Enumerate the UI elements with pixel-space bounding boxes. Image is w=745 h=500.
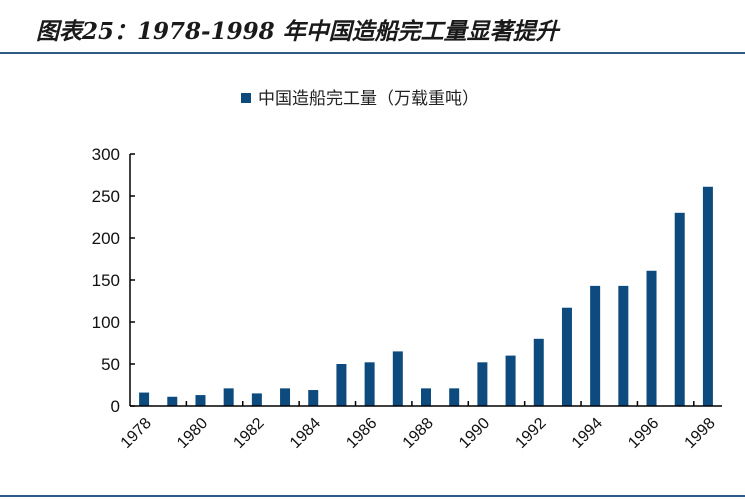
title-divider bbox=[0, 52, 745, 54]
x-tick-label: 1998 bbox=[682, 415, 719, 452]
y-tick-label: 0 bbox=[111, 397, 120, 416]
bar-1998 bbox=[702, 186, 713, 406]
x-tick-label: 1988 bbox=[400, 415, 437, 452]
bar-1993 bbox=[561, 307, 572, 406]
y-tick-label: 200 bbox=[92, 229, 120, 248]
bar-1990 bbox=[477, 362, 488, 406]
bar-1992 bbox=[533, 338, 544, 406]
y-tick-label: 100 bbox=[92, 313, 120, 332]
bar-1996 bbox=[646, 270, 657, 406]
bar-1980 bbox=[195, 395, 206, 406]
bar-1988 bbox=[421, 388, 431, 406]
bar-1979 bbox=[167, 396, 178, 406]
y-tick-label: 50 bbox=[101, 355, 120, 374]
x-tick-label: 1986 bbox=[343, 415, 380, 452]
x-tick-label: 1992 bbox=[512, 415, 549, 452]
bar-1982 bbox=[251, 393, 262, 406]
x-tick-label: 1984 bbox=[287, 415, 324, 452]
y-tick-label: 300 bbox=[92, 145, 120, 164]
y-tick-label: 250 bbox=[92, 187, 120, 206]
y-tick-label: 150 bbox=[92, 271, 120, 290]
x-tick-label: 1980 bbox=[174, 415, 211, 452]
x-tick-label: 1978 bbox=[118, 415, 155, 452]
bottom-divider bbox=[0, 495, 745, 497]
x-tick-label: 1994 bbox=[569, 415, 606, 452]
bar-1985 bbox=[336, 364, 347, 406]
x-tick-label: 1996 bbox=[625, 415, 662, 452]
bar-1981 bbox=[223, 388, 234, 406]
bar-1989 bbox=[449, 388, 460, 406]
bar-1997 bbox=[674, 212, 685, 406]
bar-1995 bbox=[618, 285, 629, 406]
x-tick-label: 1982 bbox=[230, 415, 267, 452]
figure-title: 图表25：1978-1998 年中国造船完工量显著提升 bbox=[36, 18, 559, 45]
x-tick-label: 1990 bbox=[456, 415, 493, 452]
legend-swatch bbox=[241, 93, 251, 103]
bar-1987 bbox=[392, 351, 403, 406]
legend-label: 中国造船完工量（万载重吨） bbox=[258, 89, 479, 109]
bar-1991 bbox=[505, 355, 516, 406]
bar-1984 bbox=[308, 390, 319, 406]
bar-1978 bbox=[139, 392, 150, 406]
bar-1986 bbox=[364, 362, 375, 406]
bar-1994 bbox=[590, 285, 601, 406]
bar-1983 bbox=[280, 388, 291, 406]
